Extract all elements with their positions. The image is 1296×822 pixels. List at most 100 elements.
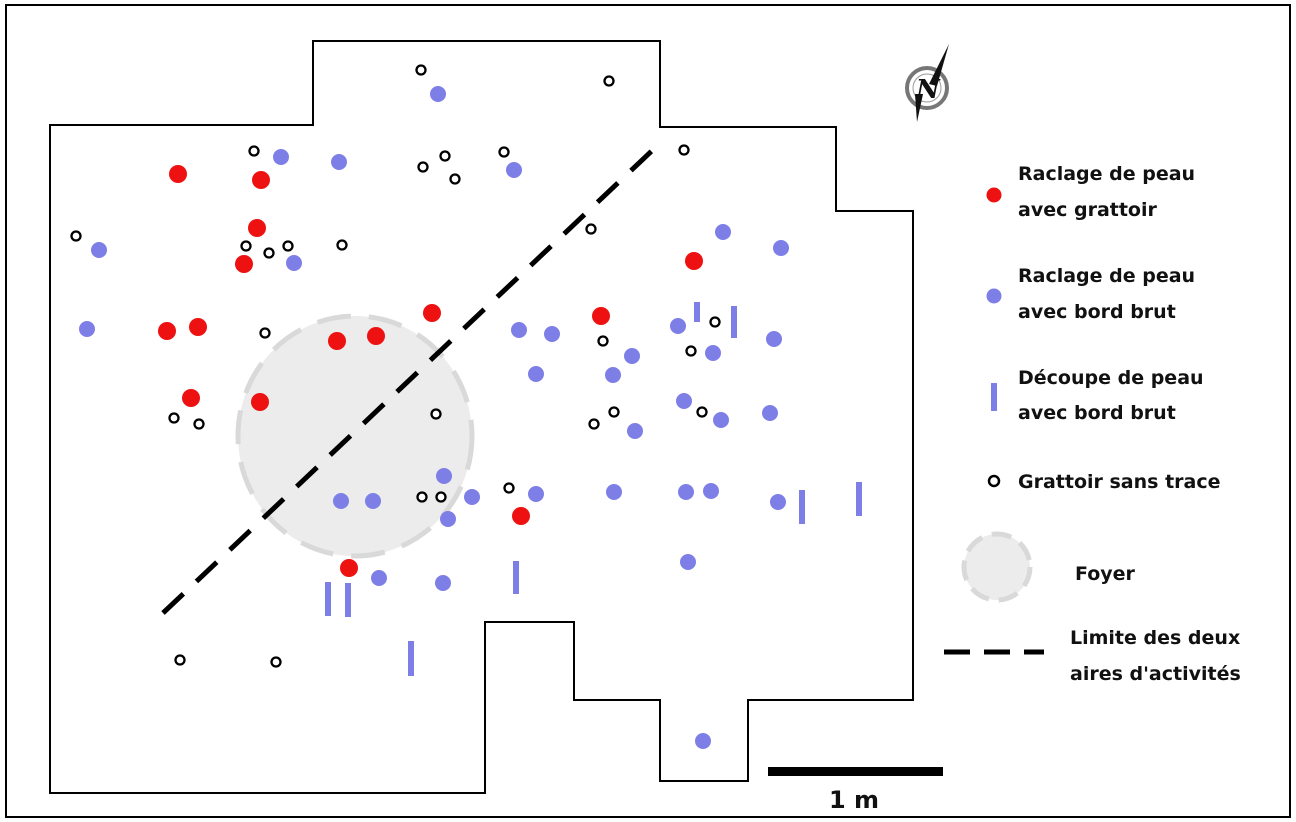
grattoir-sans-trace-circle [70,230,82,242]
legend-decoupe-line1: Découpe de peau [1018,367,1204,389]
grattoir-sans-trace-circle [585,223,597,235]
decoupe-bord-brut-bar [513,561,519,594]
raclage-bord-brut-dot [762,405,778,421]
raclage-grattoir-dot [251,393,269,411]
grattoir-sans-trace-circle [193,418,205,430]
raclage-bord-brut-dot [365,493,381,509]
raclage-bord-brut-dot [430,86,446,102]
legend-decoupe-line2: avec bord brut [1018,402,1176,424]
grattoir-sans-trace-circle [709,316,721,328]
scale-label: 1 m [829,786,879,814]
grattoir-sans-trace-circle [430,408,442,420]
raclage-grattoir-dot [592,307,610,325]
legend-limite-line1: Limite des deux [1070,627,1240,649]
decoupe-bord-brut-bar [694,302,700,322]
scale-bar-line [768,767,943,776]
raclage-grattoir-dot [512,507,530,525]
raclage-bord-brut-dot [715,224,731,240]
legend-open-circle-icon [987,474,1001,488]
raclage-grattoir-dot [328,332,346,350]
grattoir-sans-trace-circle [678,144,690,156]
raclage-bord-brut-dot [436,468,452,484]
grattoir-sans-trace-circle [608,406,620,418]
raclage-grattoir-dot [169,165,187,183]
grattoir-sans-trace-circle [415,64,427,76]
raclage-grattoir-dot [340,559,358,577]
legend-blue-dot-icon [986,288,1002,304]
raclage-bord-brut-dot [91,242,107,258]
legend-hearth-icon [961,531,1033,603]
decoupe-bord-brut-bar [799,490,805,524]
scale-bar: 1 m [768,767,943,814]
raclage-bord-brut-dot [703,483,719,499]
grattoir-sans-trace-circle [503,482,515,494]
grattoir-sans-trace-circle [282,240,294,252]
raclage-bord-brut-dot [606,484,622,500]
raclage-bord-brut-dot [435,575,451,591]
raclage-bord-brut-dot [371,570,387,586]
raclage-grattoir-dot [367,327,385,345]
excavation-area-outline [49,40,914,794]
raclage-bord-brut-dot [773,240,789,256]
legend-blue-bar-icon [991,383,997,411]
activity-boundary-line [161,144,659,615]
raclage-bord-brut-dot [331,154,347,170]
grattoir-sans-trace-circle [263,247,275,259]
decoupe-bord-brut-bar [345,583,351,617]
raclage-bord-brut-dot [286,255,302,271]
raclage-bord-brut-dot [713,412,729,428]
grattoir-sans-trace-circle [588,418,600,430]
grattoir-sans-trace-circle [336,239,348,251]
raclage-grattoir-dot [182,389,200,407]
raclage-bord-brut-dot [528,486,544,502]
artifact-marks [70,64,862,749]
raclage-bord-brut-dot [273,149,289,165]
legend-raclage-grattoir-line1: Raclage de peau [1018,163,1195,185]
raclage-bord-brut-dot [770,494,786,510]
grattoir-sans-trace-circle [603,75,615,87]
grattoir-sans-trace-circle [498,146,510,158]
raclage-bord-brut-dot [680,554,696,570]
raclage-bord-brut-dot [506,162,522,178]
raclage-bord-brut-dot [627,423,643,439]
grattoir-sans-trace-circle [696,406,708,418]
grattoir-sans-trace-circle [435,491,447,503]
raclage-bord-brut-dot [464,489,480,505]
grattoir-sans-trace-circle [240,240,252,252]
raclage-bord-brut-dot [624,348,640,364]
raclage-bord-brut-dot [605,367,621,383]
raclage-bord-brut-dot [766,331,782,347]
legend-raclage-grattoir-line2: avec grattoir [1018,199,1157,221]
legend: Raclage de peau avec grattoir Raclage de… [944,163,1241,685]
decoupe-bord-brut-bar [408,641,414,676]
raclage-grattoir-dot [235,255,253,273]
raclage-bord-brut-dot [440,511,456,527]
raclage-grattoir-dot [252,171,270,189]
raclage-bord-brut-dot [670,318,686,334]
raclage-bord-brut-dot [79,321,95,337]
north-compass-icon: N [905,44,949,122]
raclage-grattoir-dot [423,304,441,322]
legend-foyer: Foyer [1075,563,1136,585]
grattoir-sans-trace-circle [439,150,451,162]
legend-raclage-bord-brut-line1: Raclage de peau [1018,265,1195,287]
raclage-bord-brut-dot [678,484,694,500]
legend-red-dot-icon [986,187,1002,203]
north-letter: N [915,75,941,105]
raclage-bord-brut-dot [705,345,721,361]
decoupe-bord-brut-bar [856,482,862,516]
grattoir-sans-trace-circle [416,491,428,503]
grattoir-sans-trace-circle [259,327,271,339]
raclage-grattoir-dot [685,252,703,270]
legend-limite-line2: aires d'activités [1070,663,1241,685]
raclage-bord-brut-dot [544,326,560,342]
grattoir-sans-trace-circle [174,654,186,666]
grattoir-sans-trace-circle [248,145,260,157]
grattoir-sans-trace-circle [685,345,697,357]
raclage-bord-brut-dot [511,322,527,338]
decoupe-bord-brut-bar [731,306,737,338]
grattoir-sans-trace-circle [449,173,461,185]
raclage-bord-brut-dot [528,366,544,382]
